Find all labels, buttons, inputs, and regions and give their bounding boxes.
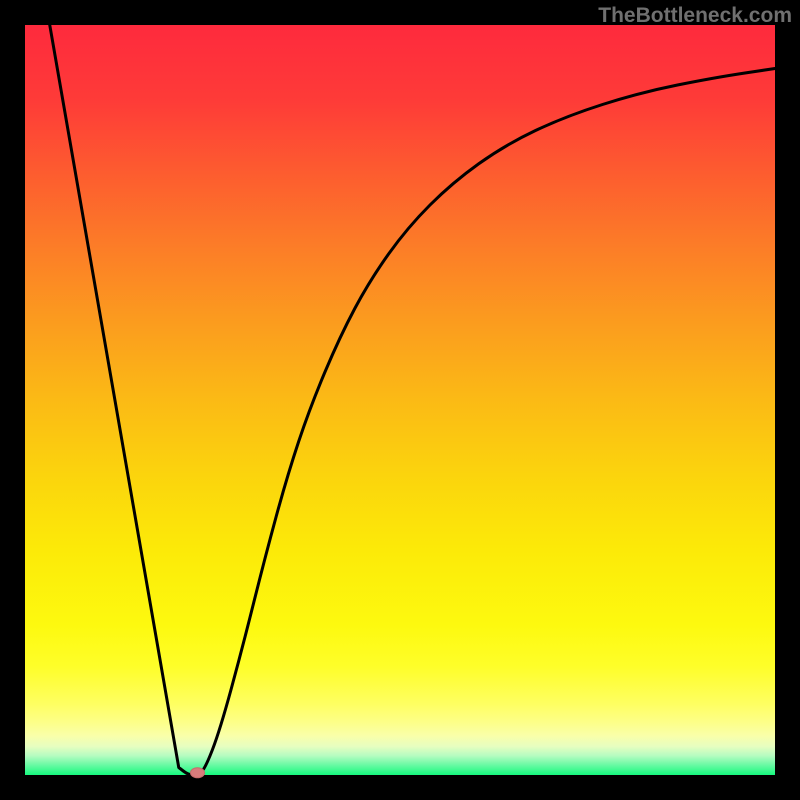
valley-marker	[191, 768, 205, 778]
chart-svg	[0, 0, 800, 800]
plot-area	[25, 25, 775, 775]
chart-container: TheBottleneck.com	[0, 0, 800, 800]
watermark-text: TheBottleneck.com	[598, 4, 792, 28]
